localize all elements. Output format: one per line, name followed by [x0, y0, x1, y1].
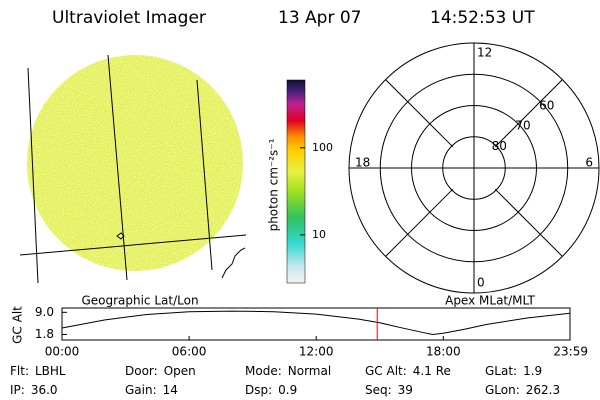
colorbar-label: photon cm⁻²s⁻¹: [267, 138, 281, 231]
colorbar-tick-label: 10: [312, 228, 326, 241]
status-label: IP:: [10, 383, 25, 397]
status-value: 39: [398, 383, 413, 397]
status-item: Door: Open: [125, 364, 196, 378]
status-label: Door:: [125, 364, 158, 378]
status-label: Gain:: [125, 383, 157, 397]
status-label: Mode:: [245, 364, 282, 378]
status-item: GLat: 1.9: [485, 364, 542, 378]
polar-frame: [385, 79, 563, 257]
status-label: Dsp:: [245, 383, 272, 397]
status-item: Mode: Normal: [245, 364, 331, 378]
colorbar: [286, 79, 306, 284]
status-label: Flt:: [10, 364, 29, 378]
instrument: Ultraviolet Imager: [52, 8, 206, 28]
status-item: Dsp: 0.9: [245, 383, 297, 397]
status-label: Seq:: [365, 383, 392, 397]
date: 13 Apr 07: [278, 8, 361, 28]
mlt-label: 6: [585, 156, 593, 170]
orbit-line: [61, 310, 571, 335]
image-noise: [27, 55, 243, 271]
x-tick-label: 23:59: [553, 345, 588, 359]
x-tick-label: 12:00: [299, 345, 334, 359]
uv-image: [19, 54, 247, 284]
time: 14:52:53 UT: [430, 8, 535, 28]
status-item: Gain: 14: [125, 383, 178, 397]
y-label: GC Alt: [11, 306, 25, 344]
image-label: Geographic Lat/Lon: [81, 294, 198, 308]
status-value: Normal: [288, 364, 331, 378]
status-label: GLon:: [485, 383, 520, 397]
x-tick-label: 00:00: [45, 345, 80, 359]
status-value: 4.1 Re: [413, 364, 451, 378]
lat-label: 70: [515, 119, 530, 133]
x-tick-label: 18:00: [426, 345, 461, 359]
geo-grid: [19, 54, 247, 284]
mlt-label: 18: [355, 156, 370, 170]
mlt-label: 12: [477, 46, 492, 60]
status-item: GC Alt: 4.1 Re: [365, 364, 451, 378]
lat-label: 60: [539, 98, 554, 112]
y-tick-label: 9.0: [35, 305, 54, 319]
lat-label: 80: [492, 139, 507, 153]
y-tick-label: 1.8: [35, 327, 54, 341]
status-value: 0.9: [278, 383, 297, 397]
polar-label: Apex MLat/MLT: [445, 294, 535, 308]
status-label: GC Alt:: [365, 364, 407, 378]
status-item: GLon: 262.3: [485, 383, 560, 397]
status-item: Flt: LBHL: [10, 364, 66, 378]
status-value: 262.3: [526, 383, 560, 397]
x-tick-label: 06:00: [172, 345, 207, 359]
status-label: GLat:: [485, 364, 517, 378]
status-item: IP: 36.0: [10, 383, 58, 397]
status-value: LBHL: [35, 364, 66, 378]
status-value: 1.9: [523, 364, 542, 378]
status-item: Seq: 39: [365, 383, 413, 397]
status-value: Open: [164, 364, 196, 378]
mlt-label: 0: [477, 276, 485, 290]
status-value: 14: [163, 383, 178, 397]
status-value: 36.0: [31, 383, 58, 397]
orbit-frame: [61, 307, 571, 341]
colorbar-tick-label: 100: [312, 141, 333, 154]
